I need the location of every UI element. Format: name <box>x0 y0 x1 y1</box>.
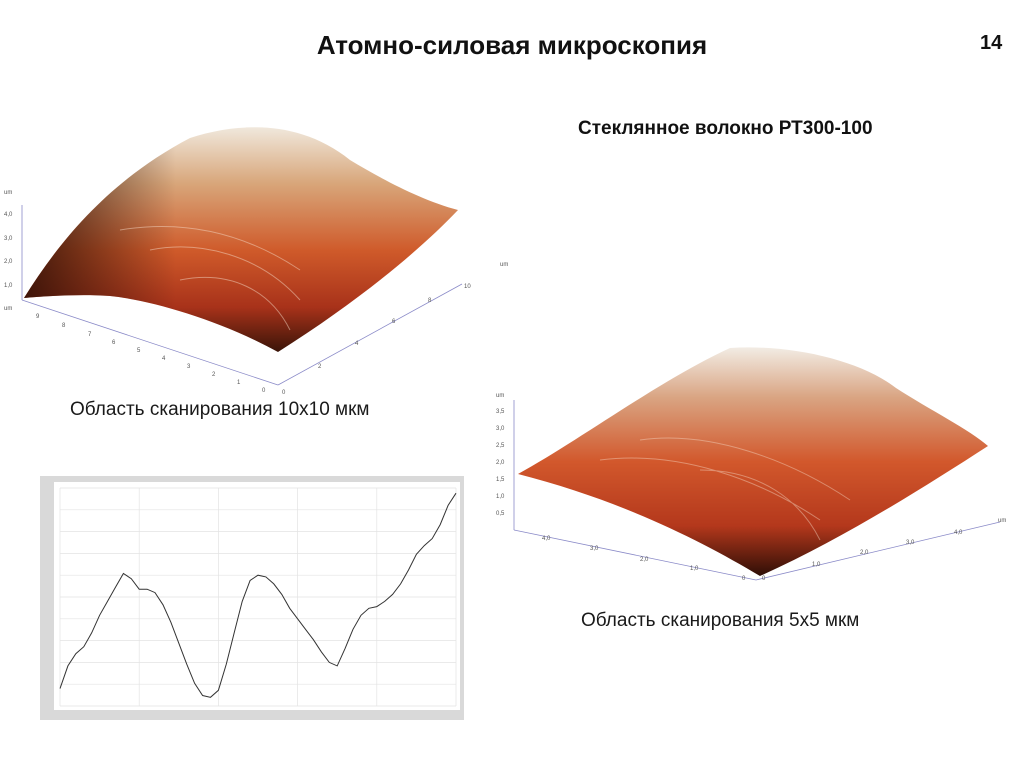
profile-series-line <box>59 492 457 698</box>
slide-subtitle: Стеклянное волокно РТ300-100 <box>578 118 873 139</box>
page-number: 14 <box>980 32 1003 54</box>
chart-plot-area <box>54 482 460 710</box>
afm-axes-5x5 <box>513 400 1001 581</box>
afm-surface-10x10 <box>24 127 458 352</box>
caption-5x5: Область сканирования 5х5 мкм <box>581 610 860 631</box>
afm-axes-10x10 <box>21 205 463 386</box>
slide-title: Атомно-силовая микроскопия <box>316 30 708 60</box>
afm-surface-5x5 <box>518 347 988 576</box>
caption-10x10: Область сканирования 10х10 мкм <box>70 399 370 420</box>
